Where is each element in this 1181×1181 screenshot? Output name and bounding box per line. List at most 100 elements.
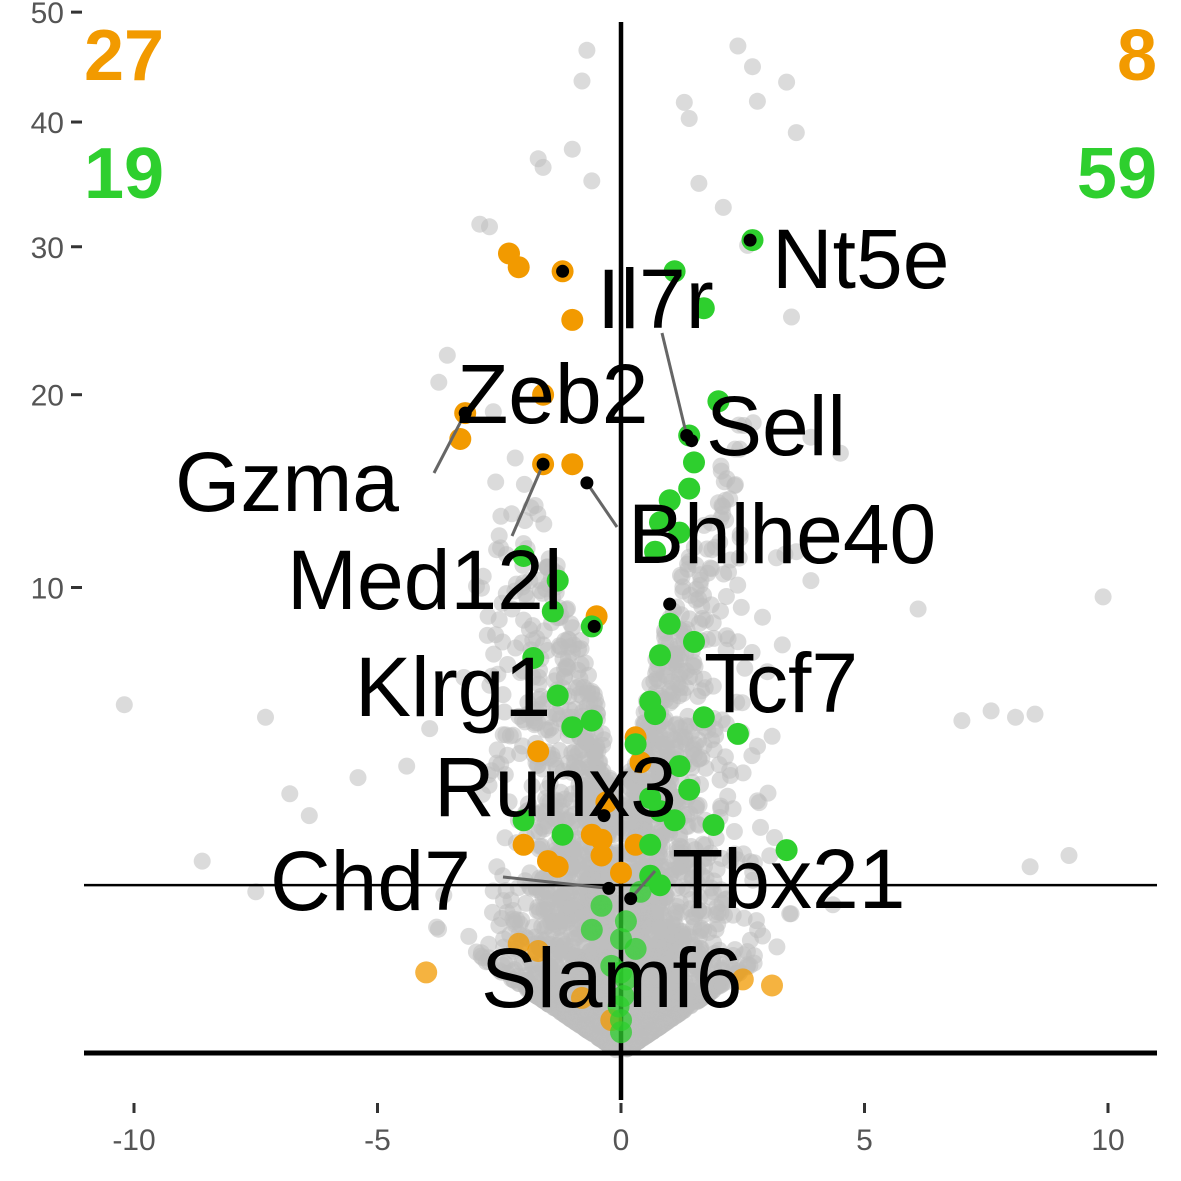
label-leader-lines (432, 332, 689, 900)
background-point (730, 416, 748, 434)
background-point (663, 918, 681, 936)
background-point (557, 1007, 575, 1025)
background-point (547, 791, 565, 809)
up-point (541, 600, 564, 623)
x-tick-label: -5 (364, 1124, 391, 1157)
background-point (787, 124, 805, 142)
background-point (529, 505, 547, 523)
background-point (982, 702, 1000, 720)
background-point (300, 807, 318, 825)
background-point (428, 918, 446, 936)
gene-point-zeb2 (556, 264, 570, 278)
background-point (687, 905, 705, 923)
background-point (530, 675, 548, 693)
x-tick-label: 5 (856, 1124, 873, 1157)
background-point (473, 785, 491, 803)
background-point (824, 896, 842, 914)
background-point (638, 902, 655, 920)
background-point (1026, 705, 1044, 723)
background-point (562, 615, 580, 633)
background-point (539, 721, 557, 739)
background-point (690, 174, 708, 192)
down-point (629, 751, 652, 774)
up-point (692, 297, 715, 320)
background-point (661, 979, 679, 996)
background-point (115, 696, 133, 714)
background-point (754, 608, 771, 626)
gene-label-zeb2: Zeb2 (457, 347, 648, 441)
up-point (512, 809, 535, 832)
background-point (672, 932, 690, 950)
up-point (624, 733, 647, 756)
background-point (665, 962, 683, 980)
background-point (707, 921, 725, 939)
down-point (610, 861, 632, 884)
background-point (637, 996, 655, 1013)
background-point (729, 37, 747, 55)
down-point (512, 833, 535, 856)
background-point (680, 548, 698, 566)
up-point (546, 569, 569, 592)
background-point (732, 598, 750, 616)
background-point (430, 373, 448, 391)
down-point (590, 828, 613, 851)
up-point (590, 894, 613, 917)
up-point (614, 968, 637, 991)
background-point (497, 726, 515, 744)
y-tick-label: 40 (31, 107, 64, 140)
background-point (493, 963, 510, 981)
background-point (730, 549, 748, 567)
background-point (488, 541, 506, 559)
background-point (398, 757, 416, 775)
down-point (507, 256, 530, 279)
background-point (533, 917, 551, 935)
background-point (563, 643, 581, 661)
background-point (663, 673, 681, 691)
up-point (610, 1021, 632, 1044)
up-point (678, 778, 701, 801)
background-point (668, 843, 686, 861)
up-point (668, 755, 691, 778)
gene-label-tbx21: Tbx21 (672, 832, 905, 926)
y-tick-label: 30 (31, 232, 64, 265)
up-point (580, 918, 603, 941)
background-point (530, 571, 548, 589)
up-point (522, 647, 545, 669)
background-point (657, 826, 675, 844)
background-point (651, 919, 668, 937)
background-point (781, 905, 799, 923)
gene-point-sell (685, 434, 699, 448)
background-point (750, 794, 768, 812)
background-point (712, 457, 730, 475)
background-point (725, 823, 743, 840)
background-point (680, 110, 698, 127)
background-points (115, 37, 1112, 1059)
background-point (519, 795, 537, 813)
background-point (500, 793, 518, 811)
background-point (763, 727, 781, 745)
background-point (729, 633, 747, 651)
gene-point-tcf7 (663, 597, 677, 611)
background-point (455, 669, 473, 686)
background-point (484, 403, 502, 421)
background-point (675, 93, 693, 111)
background-point (514, 737, 532, 755)
background-point (802, 428, 820, 446)
background-point (744, 414, 762, 432)
background-point (707, 905, 725, 923)
up-point (614, 910, 637, 933)
background-point (688, 993, 706, 1011)
background-point (714, 198, 732, 216)
gene-label-bhlhe40: Bhlhe40 (628, 487, 936, 581)
background-point (743, 644, 761, 661)
background-point (674, 578, 692, 596)
background-point (490, 917, 508, 935)
background-point (718, 890, 736, 908)
background-point (490, 611, 508, 629)
background-point (773, 636, 791, 654)
background-point (702, 888, 720, 906)
up-point (649, 874, 671, 897)
background-point (421, 720, 439, 738)
background-point (503, 600, 521, 618)
